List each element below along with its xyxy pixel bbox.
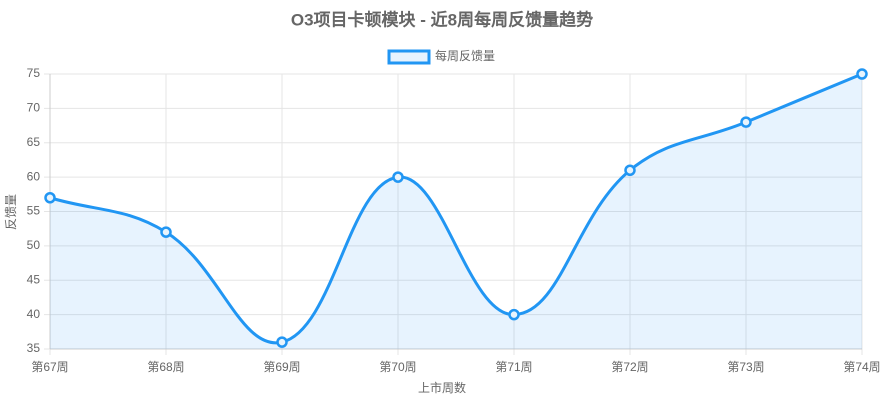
x-tick-label: 第72周 <box>611 360 648 374</box>
y-tick-label: 70 <box>27 101 41 115</box>
y-tick-label: 50 <box>27 238 41 252</box>
y-tick-label: 65 <box>27 135 41 149</box>
point <box>508 308 520 321</box>
point <box>276 336 288 348</box>
area <box>50 74 862 349</box>
x-tick-label: 第70周 <box>379 360 416 374</box>
y-tick-label: 55 <box>27 204 41 218</box>
point <box>392 171 404 183</box>
y-tick-label: 60 <box>27 169 41 183</box>
y-tick-label: 45 <box>27 272 41 286</box>
x-axis-label: 上市周数 <box>418 380 466 395</box>
point <box>44 192 56 204</box>
x-tick-label: 第74周 <box>843 360 880 374</box>
point <box>740 116 752 128</box>
y-axis-label: 反馈量 <box>4 194 18 230</box>
legend-swatch <box>387 49 431 65</box>
x-tick-label: 第67周 <box>31 360 68 374</box>
x-tick-label: 第68周 <box>147 360 184 374</box>
x-tick-label: 第73周 <box>727 360 764 374</box>
legend-label: 每周反馈量 <box>435 48 495 63</box>
y-tick-label: 40 <box>27 307 41 321</box>
x-tick-label: 第69周 <box>263 360 300 374</box>
y-tick-label: 35 <box>27 341 41 355</box>
point <box>856 68 868 80</box>
point <box>160 226 172 238</box>
point <box>624 164 636 176</box>
line <box>49 72 863 345</box>
y-tick-label: 75 <box>27 66 41 80</box>
chart-title: O3项目卡顿模块 - 近8周每周反馈量趋势 <box>291 9 593 29</box>
x-tick-label: 第71周 <box>495 360 532 374</box>
